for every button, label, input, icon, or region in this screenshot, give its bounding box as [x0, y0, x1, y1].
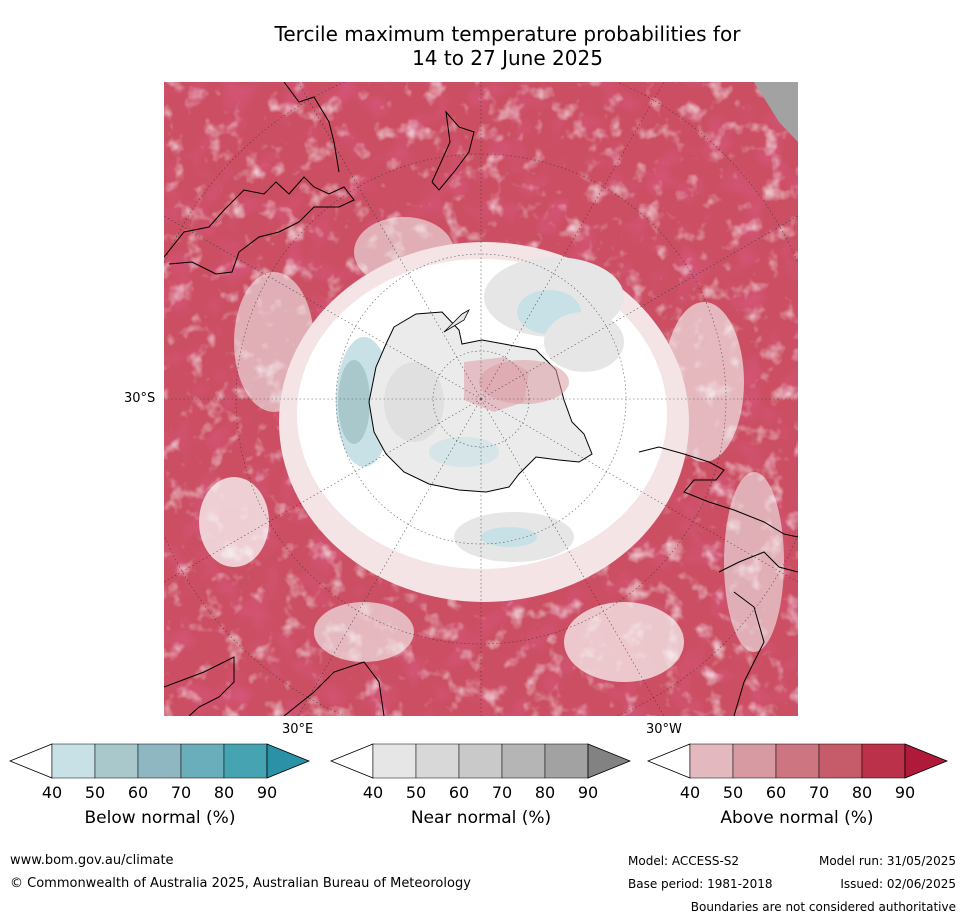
legend-title-above: Above normal (%) [720, 808, 874, 828]
legend-tick-label: 40 [679, 783, 701, 802]
legend-tick-label: 90 [894, 783, 916, 802]
legend-swatch [458, 743, 503, 779]
legend-tick-label: 60 [127, 783, 149, 802]
legend-tick-label: 70 [491, 783, 513, 802]
footer-disclaimer: Boundaries are not considered authoritat… [690, 900, 956, 914]
legend-swatch [51, 743, 96, 779]
new-zealand-outline [431, 110, 475, 191]
south-america-lower [733, 591, 765, 716]
legend-below-normal [8, 743, 311, 779]
legend-swatch [94, 743, 139, 779]
legend-swatch [732, 743, 777, 779]
footer-base-period: Base period: 1981-2018 [628, 877, 773, 891]
legend-extend-high [266, 743, 311, 779]
australia-outline [164, 176, 355, 275]
legend-swatch [415, 743, 460, 779]
chart-title: Tercile maximum temperature probabilitie… [0, 22, 965, 70]
graticule [164, 82, 798, 716]
legend-tick-label: 40 [41, 783, 63, 802]
legend-extend-high [587, 743, 632, 779]
legend-near-normal [329, 743, 632, 779]
footer-issued: Issued: 02/06/2025 [840, 877, 956, 891]
footer-copyright: © Commonwealth of Australia 2025, Austra… [10, 876, 471, 891]
title-line-2: 14 to 27 June 2025 [412, 46, 603, 70]
legend-swatch [861, 743, 906, 779]
legend-extend-high [904, 743, 949, 779]
legend-tick-label: 60 [448, 783, 470, 802]
legend-title-below: Below normal (%) [84, 808, 236, 828]
footer-website: www.bom.gov.au/climate [10, 853, 174, 868]
title-line-1: Tercile maximum temperature probabilitie… [274, 22, 741, 46]
legend-tick-label: 80 [851, 783, 873, 802]
legend-extend-low [329, 743, 374, 779]
legend-swatch [775, 743, 820, 779]
legend-swatch [544, 743, 589, 779]
footer-model: Model: ACCESS-S2 [628, 854, 740, 868]
legend-above-normal [646, 743, 949, 779]
legend-swatch [818, 743, 863, 779]
legend-tick-label: 80 [534, 783, 556, 802]
africa-tip [283, 661, 385, 716]
legend-tick-label: 90 [256, 783, 278, 802]
longitude-label-30e: 30°E [282, 722, 314, 737]
footer-model-run: Model run: 31/05/2025 [818, 854, 956, 868]
legend-tick-label: 90 [577, 783, 599, 802]
antarctica [368, 308, 593, 493]
legend-swatch [372, 743, 417, 779]
legend-tick-label: 40 [362, 783, 384, 802]
south-america-outline [638, 446, 798, 538]
australia-north [283, 82, 340, 173]
legend-tick-label: 50 [405, 783, 427, 802]
legend-tick-label: 60 [765, 783, 787, 802]
legend-tick-label: 80 [213, 783, 235, 802]
legend-tick-label: 50 [722, 783, 744, 802]
legend-extend-low [646, 743, 691, 779]
legend-swatch [689, 743, 734, 779]
landmass-outlines [164, 82, 798, 716]
legend-swatch [180, 743, 225, 779]
legend-tick-label: 70 [170, 783, 192, 802]
longitude-label-30w: 30°W [646, 722, 682, 737]
africa-outline [164, 656, 235, 716]
legend-swatch [223, 743, 268, 779]
latitude-label-30s: 30°S [124, 391, 156, 406]
polar-probability-map [164, 82, 798, 716]
south-america-east [718, 551, 798, 573]
legend-tick-label: 50 [84, 783, 106, 802]
legend-swatch [501, 743, 546, 779]
legend-title-near: Near normal (%) [410, 808, 552, 828]
legend-extend-low [8, 743, 53, 779]
legend-tick-label: 70 [808, 783, 830, 802]
legend-swatch [137, 743, 182, 779]
